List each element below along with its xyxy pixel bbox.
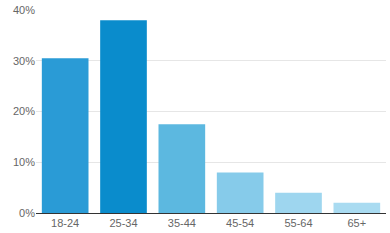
svg-text:0%: 0% (19, 207, 35, 219)
svg-text:35-44: 35-44 (168, 217, 196, 229)
svg-text:20%: 20% (13, 105, 35, 117)
svg-text:55-64: 55-64 (284, 217, 312, 229)
svg-text:18-24: 18-24 (51, 217, 79, 229)
svg-text:45-54: 45-54 (226, 217, 254, 229)
svg-text:40%: 40% (13, 4, 35, 16)
svg-text:65+: 65+ (347, 217, 366, 229)
svg-text:10%: 10% (13, 156, 35, 168)
svg-text:30%: 30% (13, 55, 35, 67)
svg-text:25-34: 25-34 (109, 217, 137, 229)
